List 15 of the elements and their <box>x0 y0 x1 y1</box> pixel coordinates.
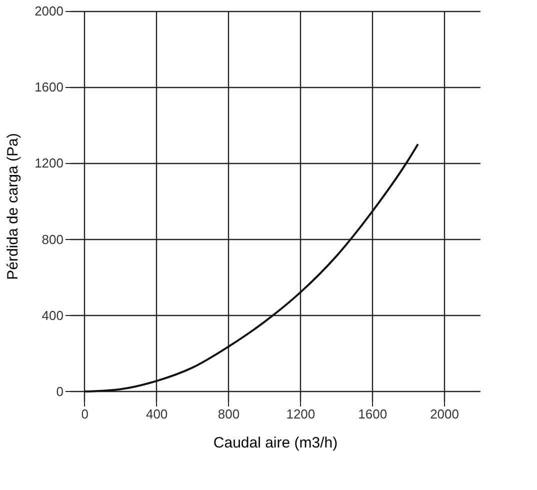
x-tick-label: 800 <box>218 406 240 422</box>
y-axis-title: Pérdida de carga (Pa) <box>4 133 22 280</box>
x-tick-label: 400 <box>146 406 168 422</box>
x-tick-label: 2000 <box>430 406 459 422</box>
y-tick-label: 800 <box>42 232 64 247</box>
y-tick-label: 400 <box>42 308 64 323</box>
line-series <box>83 143 419 392</box>
y-tick-label: 1200 <box>34 156 64 171</box>
x-tick-label: 0 <box>81 406 89 422</box>
x-axis-title: Caudal aire (m3/h) <box>213 434 338 452</box>
x-tick-label: 1200 <box>286 406 316 422</box>
y-tick-label: 2000 <box>34 4 64 18</box>
y-tick-label: 0 <box>56 384 64 399</box>
y-tick-label: 1600 <box>34 80 64 95</box>
x-tick-label: 1600 <box>358 406 388 422</box>
